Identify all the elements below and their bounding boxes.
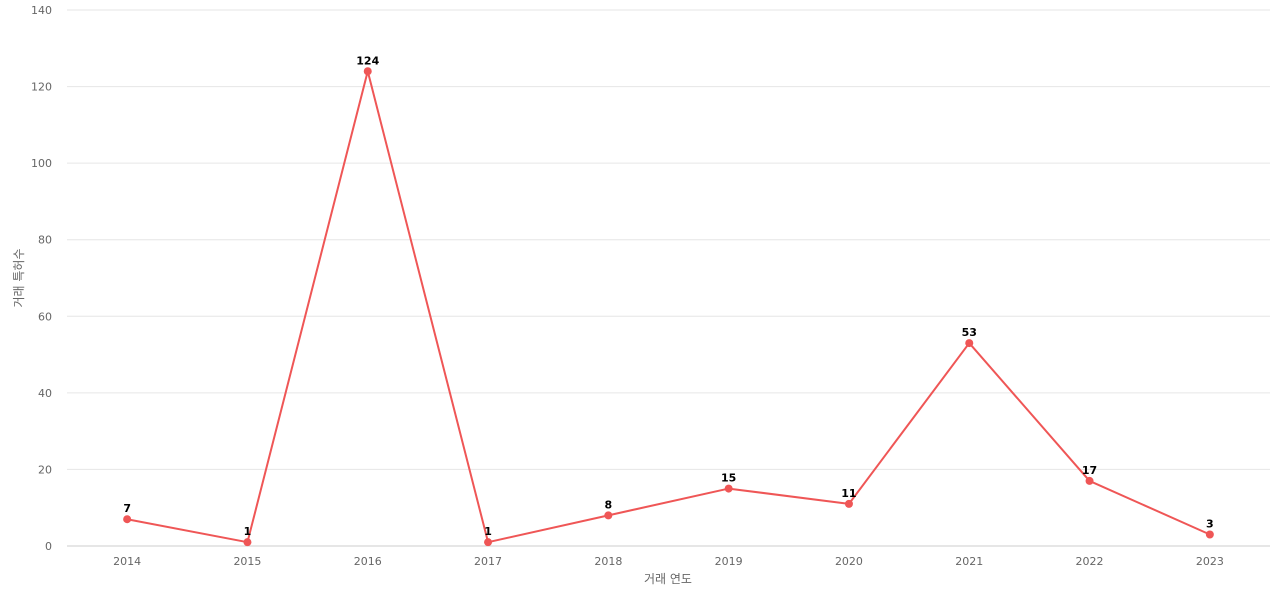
data-label: 8 bbox=[605, 498, 613, 511]
data-label: 1 bbox=[244, 525, 252, 538]
x-tick-label: 2015 bbox=[233, 555, 261, 568]
x-tick-label: 2019 bbox=[715, 555, 743, 568]
data-label: 3 bbox=[1206, 518, 1214, 531]
x-tick-label: 2018 bbox=[594, 555, 622, 568]
x-tick-label: 2022 bbox=[1076, 555, 1104, 568]
y-tick-label: 120 bbox=[31, 81, 52, 94]
x-tick-label: 2016 bbox=[354, 555, 382, 568]
series-line bbox=[126, 70, 1211, 544]
data-labels: 7 1 124 1 8 15 11 53 17 3 bbox=[123, 54, 1213, 538]
data-point[interactable] bbox=[484, 538, 493, 547]
data-label: 7 bbox=[123, 502, 131, 515]
x-axis-ticks: 2014 2015 2016 2017 2018 2019 2020 2021 2022 2023 bbox=[113, 555, 1224, 568]
data-point[interactable] bbox=[965, 339, 974, 348]
x-tick-label: 2017 bbox=[474, 555, 502, 568]
x-tick-label: 2021 bbox=[955, 555, 983, 568]
data-label: 17 bbox=[1082, 464, 1097, 477]
x-tick-label: 2023 bbox=[1196, 555, 1224, 568]
data-label: 1 bbox=[484, 525, 492, 538]
data-point[interactable] bbox=[243, 538, 252, 547]
y-tick-label: 100 bbox=[31, 157, 52, 170]
y-tick-label: 80 bbox=[38, 234, 52, 247]
y-tick-label: 140 bbox=[31, 4, 52, 17]
y-axis-ticks: 0 20 40 60 80 100 120 140 bbox=[31, 4, 52, 553]
y-tick-label: 60 bbox=[38, 310, 52, 323]
x-tick-label: 2014 bbox=[113, 555, 141, 568]
data-label: 124 bbox=[356, 54, 379, 67]
data-point[interactable] bbox=[1205, 530, 1214, 539]
y-axis-title: 거래 특허수 bbox=[12, 248, 26, 307]
data-label: 53 bbox=[962, 326, 977, 339]
series-layer bbox=[123, 67, 1214, 547]
data-point[interactable] bbox=[1085, 476, 1094, 485]
y-tick-label: 0 bbox=[45, 540, 52, 553]
x-axis-title: 거래 연도 bbox=[644, 572, 692, 586]
data-label: 15 bbox=[721, 472, 736, 485]
y-tick-label: 20 bbox=[38, 463, 52, 476]
data-label: 11 bbox=[841, 487, 856, 500]
data-point[interactable] bbox=[123, 515, 132, 524]
y-tick-label: 40 bbox=[38, 387, 52, 400]
grid-layer bbox=[67, 9, 1270, 547]
data-point[interactable] bbox=[724, 484, 733, 493]
data-point[interactable] bbox=[604, 511, 613, 520]
data-point[interactable] bbox=[844, 499, 853, 508]
data-point[interactable] bbox=[363, 67, 372, 76]
x-tick-label: 2020 bbox=[835, 555, 863, 568]
